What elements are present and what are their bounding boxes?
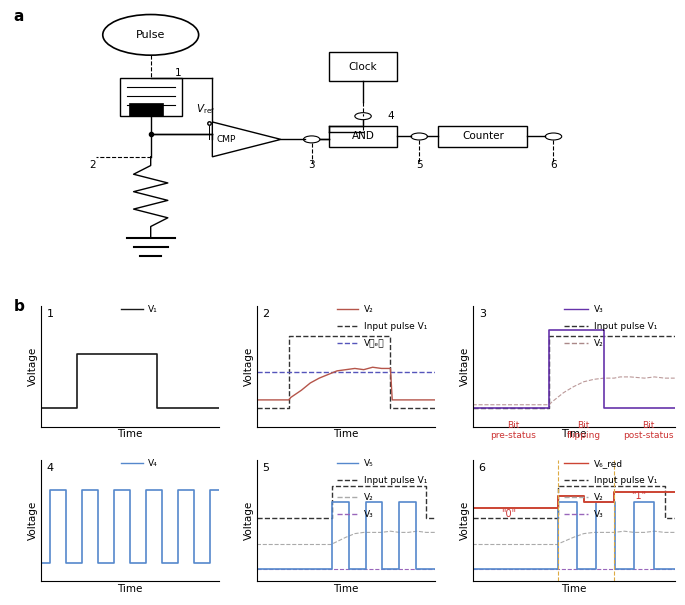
Text: Counter: Counter: [462, 131, 504, 142]
Circle shape: [545, 133, 562, 140]
X-axis label: Time: Time: [333, 430, 359, 439]
Text: Bit
post-status: Bit post-status: [623, 421, 674, 440]
Y-axis label: Voltage: Voltage: [460, 347, 470, 385]
Text: V₁: V₁: [148, 305, 158, 313]
Text: V₂: V₂: [364, 493, 373, 502]
Text: 6: 6: [479, 463, 486, 474]
Text: 3: 3: [479, 309, 486, 319]
Text: V⁲ₑ⁦: V⁲ₑ⁦: [364, 339, 384, 347]
Text: V₂: V₂: [594, 339, 603, 347]
Y-axis label: Voltage: Voltage: [244, 347, 254, 385]
Text: Bit
pre-status: Bit pre-status: [490, 421, 536, 440]
Text: 4: 4: [47, 463, 53, 474]
Text: V₅: V₅: [364, 459, 373, 468]
Y-axis label: Voltage: Voltage: [28, 347, 38, 385]
Text: V₃: V₃: [364, 510, 373, 518]
Text: 5: 5: [262, 463, 269, 474]
Text: Bit
flipping: Bit flipping: [566, 421, 601, 440]
Text: V₃: V₃: [594, 510, 603, 518]
Text: CMP: CMP: [216, 135, 236, 144]
Text: "1": "1": [631, 491, 646, 501]
Text: AND: AND: [351, 131, 375, 142]
Text: Input pulse V₁: Input pulse V₁: [594, 322, 658, 330]
Text: 2: 2: [89, 160, 96, 171]
Text: V₂: V₂: [364, 305, 373, 313]
Circle shape: [103, 15, 199, 55]
Text: 1: 1: [47, 309, 53, 319]
Y-axis label: Voltage: Voltage: [460, 501, 470, 540]
Circle shape: [303, 136, 320, 143]
Text: V₆_red: V₆_red: [594, 459, 623, 468]
X-axis label: Time: Time: [117, 430, 143, 439]
X-axis label: Time: Time: [561, 584, 586, 594]
Text: "0": "0": [501, 509, 516, 519]
Text: V₃: V₃: [594, 305, 603, 313]
Text: Input pulse V₁: Input pulse V₁: [364, 476, 427, 485]
Text: 2: 2: [262, 309, 269, 319]
Text: Clock: Clock: [349, 62, 377, 72]
FancyBboxPatch shape: [329, 126, 397, 146]
Text: 5: 5: [416, 160, 423, 171]
Text: V₄: V₄: [148, 459, 158, 468]
X-axis label: Time: Time: [333, 584, 359, 594]
FancyBboxPatch shape: [129, 103, 163, 116]
Y-axis label: Voltage: Voltage: [28, 501, 38, 540]
Text: Input pulse V₁: Input pulse V₁: [364, 322, 427, 330]
Text: Input pulse V₁: Input pulse V₁: [594, 476, 658, 485]
Text: 3: 3: [308, 160, 315, 171]
Y-axis label: Voltage: Voltage: [244, 501, 254, 540]
Circle shape: [355, 113, 371, 120]
Text: Pulse: Pulse: [136, 30, 165, 40]
Text: 6: 6: [550, 160, 557, 171]
X-axis label: Time: Time: [561, 430, 586, 439]
Text: 1: 1: [175, 68, 182, 77]
FancyBboxPatch shape: [329, 52, 397, 81]
FancyBboxPatch shape: [438, 126, 527, 146]
Text: b: b: [14, 299, 25, 315]
Text: $V_{\rm ref}$: $V_{\rm ref}$: [196, 102, 215, 116]
Text: V₂: V₂: [594, 493, 603, 502]
Text: a: a: [14, 8, 24, 24]
Text: 4: 4: [387, 111, 394, 121]
Polygon shape: [212, 122, 281, 157]
Circle shape: [411, 133, 427, 140]
X-axis label: Time: Time: [117, 584, 143, 594]
FancyBboxPatch shape: [120, 79, 182, 116]
